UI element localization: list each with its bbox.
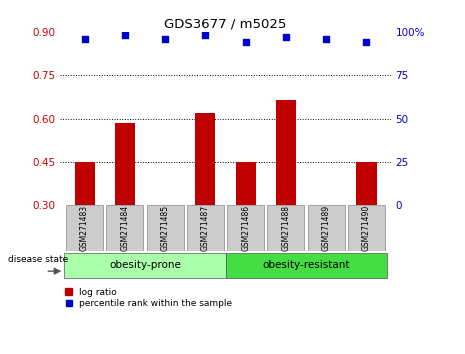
Text: GSM271485: GSM271485 [160, 205, 170, 251]
Text: GSM271483: GSM271483 [80, 205, 89, 251]
Legend: log ratio, percentile rank within the sample: log ratio, percentile rank within the sa… [65, 288, 232, 308]
Point [202, 33, 209, 38]
Bar [74, 162, 95, 205]
Point [242, 39, 249, 45]
Bar [146, 205, 184, 251]
Point [121, 33, 129, 38]
Bar [106, 205, 143, 251]
Text: GSM271488: GSM271488 [281, 205, 291, 251]
Text: GSM271489: GSM271489 [322, 205, 331, 251]
Bar [348, 205, 385, 251]
Bar [195, 113, 215, 205]
Bar [227, 205, 264, 251]
Title: GDS3677 / m5025: GDS3677 / m5025 [164, 18, 287, 31]
Text: GSM271487: GSM271487 [201, 205, 210, 251]
Bar [236, 162, 256, 205]
Point [322, 36, 330, 42]
Bar [276, 100, 296, 205]
Bar [66, 205, 103, 251]
Bar [226, 253, 386, 278]
Text: disease state: disease state [8, 255, 68, 264]
Bar [356, 162, 377, 205]
Point [363, 39, 370, 45]
Text: obesity-resistant: obesity-resistant [262, 261, 350, 270]
Text: GSM271484: GSM271484 [120, 205, 129, 251]
Text: GSM271486: GSM271486 [241, 205, 250, 251]
Bar [308, 205, 345, 251]
Point [161, 36, 169, 42]
Point [81, 36, 88, 42]
Bar [115, 123, 135, 205]
Text: GSM271490: GSM271490 [362, 205, 371, 251]
Bar [65, 253, 226, 278]
Bar [267, 205, 305, 251]
Text: obesity-prone: obesity-prone [109, 261, 181, 270]
Point [282, 34, 290, 40]
Bar [187, 205, 224, 251]
